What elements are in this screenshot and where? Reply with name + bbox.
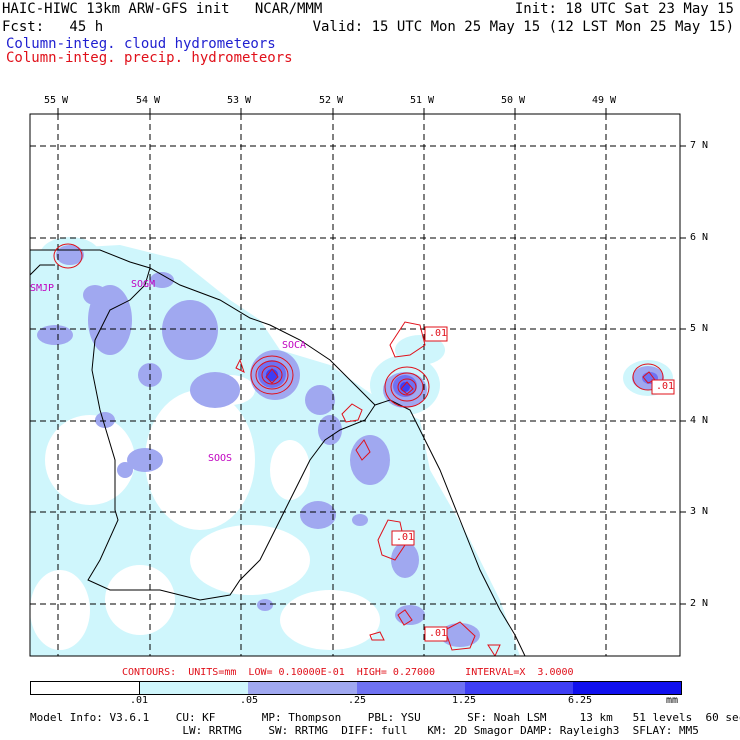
station-label: SOGM: [131, 279, 156, 290]
contour-info: CONTOURS: UNITS=mm LOW= 0.10000E-01 HIGH…: [122, 667, 574, 678]
lon-label: 51 W: [410, 95, 435, 106]
legend-units: mm: [666, 695, 679, 706]
legend-swatch: [464, 682, 573, 694]
contour-value-label: .01: [656, 381, 675, 392]
model-info-line1: Model Info: V3.6.1 CU: KF MP: Thompson P…: [30, 711, 740, 724]
contour-value-label: .01: [396, 532, 415, 543]
legend-swatch: [248, 682, 357, 694]
legend-label: .01: [130, 695, 149, 706]
lon-label: 52 W: [319, 95, 344, 106]
axis-ticks: [57, 108, 686, 605]
forecast-hour: Fcst: 45 h: [2, 19, 104, 35]
station-label: SOOS: [208, 453, 233, 464]
legend-label: 6.25: [568, 695, 593, 706]
legend-label: 1.25: [452, 695, 477, 706]
legend-swatch: [31, 682, 141, 694]
lon-label: 54 W: [136, 95, 161, 106]
lat-label: 7 N: [690, 140, 709, 151]
lat-label: 2 N: [690, 598, 709, 609]
lon-label: 50 W: [501, 95, 526, 106]
lat-lon-grid: [30, 114, 680, 656]
precip-field-label: Column-integ. precip. hydrometeors: [6, 50, 293, 66]
station-label: SOCA: [282, 340, 307, 351]
color-legend-bar: [30, 681, 682, 695]
map-frame: [29, 113, 681, 657]
coastline: [30, 249, 526, 656]
cloud-field-label: Column-integ. cloud hydrometeors: [6, 36, 276, 52]
legend-swatch: [572, 682, 682, 694]
lon-label: 55 W: [44, 95, 69, 106]
lon-label: 53 W: [227, 95, 252, 106]
station-label: SMJP: [30, 283, 55, 294]
legend-swatch: [140, 682, 249, 694]
legend-label: .05: [240, 695, 259, 706]
model-title: HAIC-HIWC 13km ARW-GFS init NCAR/MMM: [2, 1, 323, 17]
lon-label: 49 W: [592, 95, 617, 106]
lat-label: 5 N: [690, 323, 709, 334]
cloud-shading: [30, 237, 673, 656]
legend-label: .25: [348, 695, 367, 706]
lat-label: 3 N: [690, 506, 709, 517]
lat-label: 4 N: [690, 415, 709, 426]
legend-swatch: [356, 682, 465, 694]
contour-label-boxes: [391, 326, 675, 642]
contour-value-label: .01: [429, 628, 448, 639]
valid-time: Valid: 15 UTC Mon 25 May 15 (12 LST Mon …: [312, 19, 734, 35]
model-info-line2: LW: RRTMG SW: RRTMG DIFF: full KM: 2D Sm…: [30, 724, 699, 737]
contour-value-label: .01: [429, 328, 448, 339]
init-time: Init: 18 UTC Sat 23 May 15: [514, 1, 734, 17]
lat-label: 6 N: [690, 232, 709, 243]
